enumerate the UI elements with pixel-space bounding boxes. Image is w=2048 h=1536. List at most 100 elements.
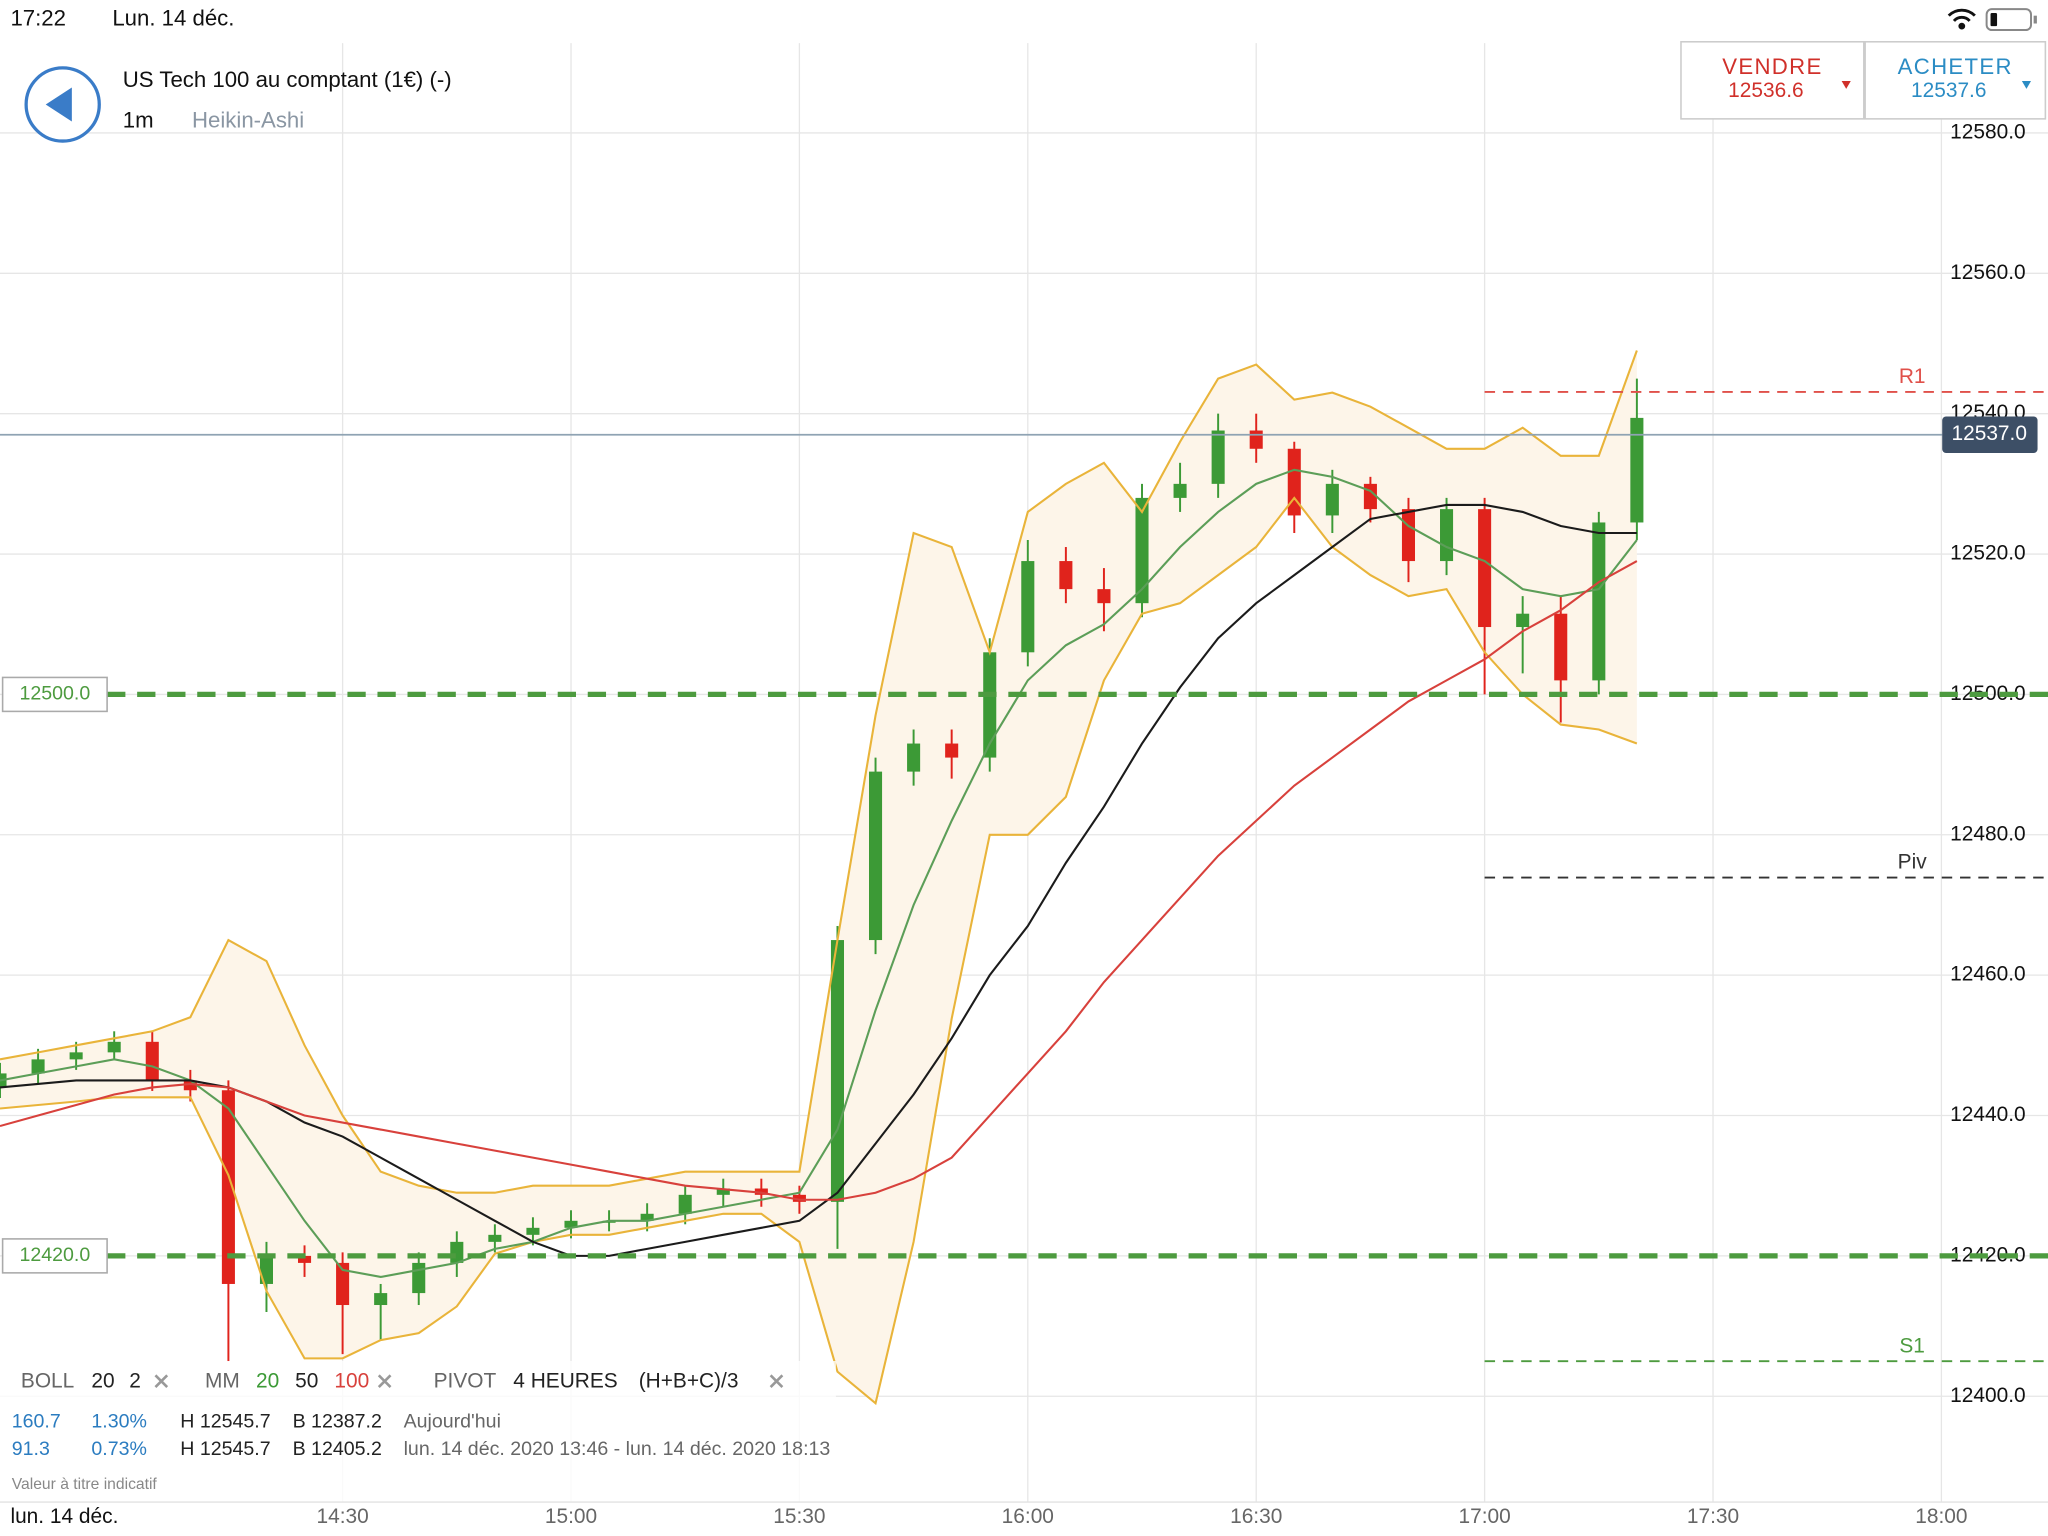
buy-button[interactable]: ACHETER 12537.6 xyxy=(1864,41,2047,120)
candle-body xyxy=(1440,509,1454,562)
candle-body xyxy=(1554,613,1568,681)
current-price-label: 12537.0 xyxy=(1951,422,2026,445)
sell-label: VENDRE xyxy=(1722,54,1822,79)
candle-body xyxy=(1059,561,1073,590)
level-label: 12500.0 xyxy=(19,683,90,705)
battery-icon xyxy=(1985,8,2037,32)
boll-name: BOLL xyxy=(21,1369,74,1392)
indicator-line xyxy=(0,503,1637,1257)
x-tick-label: 16:00 xyxy=(1002,1505,1054,1528)
remove-icons[interactable] xyxy=(154,1374,784,1389)
candle-body xyxy=(792,1194,806,1202)
candle-body xyxy=(983,652,997,758)
x-tick-label: 16:30 xyxy=(1230,1505,1282,1528)
candle-body xyxy=(488,1234,502,1242)
y-tick-label: 12400.0 xyxy=(1950,1384,2025,1407)
status-bar xyxy=(0,0,2048,42)
candle-body xyxy=(869,771,883,941)
indicator-line xyxy=(0,350,1638,1194)
candle-body xyxy=(336,1262,350,1306)
mm-param: 50 xyxy=(295,1369,318,1392)
sell-button[interactable]: VENDRE 12536.6 xyxy=(1680,41,1865,120)
pivot-name: PIVOT xyxy=(434,1369,497,1392)
status-time: 17:22 xyxy=(10,5,66,30)
y-tick-label: 12580.0 xyxy=(1950,120,2025,143)
candle-body xyxy=(716,1188,730,1195)
pivot-label: S1 xyxy=(1899,1334,1925,1357)
stat-percent: 0.73% xyxy=(91,1438,147,1460)
y-tick-label: 12480.0 xyxy=(1950,822,2025,845)
candle-body xyxy=(907,743,921,772)
stat-points: 91.3 xyxy=(12,1438,50,1460)
candle-body xyxy=(1592,522,1606,681)
stat-points: 160.7 xyxy=(12,1411,61,1433)
candle-body xyxy=(374,1293,388,1306)
candle-body xyxy=(1478,509,1492,628)
y-tick-label: 12520.0 xyxy=(1950,542,2025,565)
bollinger-band-fill xyxy=(0,350,1637,1404)
chart-style[interactable]: Heikin-Ashi xyxy=(192,107,304,132)
candle-body xyxy=(945,743,959,758)
x-axis-label: lun. 14 déc. xyxy=(10,1505,118,1528)
instrument-name: US Tech 100 au comptant (1€) (-) xyxy=(123,67,452,92)
buy-price: 12537.6 xyxy=(1911,79,1986,102)
stat-low: B 12405.2 xyxy=(293,1438,382,1460)
indicator-line xyxy=(0,560,1638,1201)
candle-body xyxy=(1287,448,1301,516)
candle-body xyxy=(1135,497,1149,604)
boll-param: 2 xyxy=(129,1369,141,1392)
candle-body xyxy=(69,1052,83,1060)
candle-body xyxy=(1630,417,1644,523)
x-tick-label: 17:00 xyxy=(1458,1505,1510,1528)
indicator-panel xyxy=(0,1360,836,1503)
back-button[interactable] xyxy=(24,66,101,143)
x-tick-label: 14:30 xyxy=(316,1505,368,1528)
candle-body xyxy=(1173,483,1187,498)
y-tick-label: 12560.0 xyxy=(1950,261,2025,284)
candle-body xyxy=(640,1213,654,1221)
current-price-box xyxy=(1942,416,2038,454)
stat-range: lun. 14 déc. 2020 13:46 - lun. 14 déc. 2… xyxy=(404,1438,831,1460)
status-date: Lun. 14 déc. xyxy=(112,5,234,30)
pivot-formula: (H+B+C)/3 xyxy=(639,1369,739,1392)
candle-body xyxy=(754,1188,768,1195)
indicator-line xyxy=(0,468,1638,1279)
candle-body xyxy=(1401,509,1416,562)
x-tick-label: 15:30 xyxy=(773,1505,825,1528)
mm-name: MM xyxy=(205,1369,240,1392)
candle-body xyxy=(412,1262,426,1294)
candle-body xyxy=(1211,430,1225,484)
candle-body xyxy=(183,1080,197,1091)
candle-body xyxy=(1021,561,1035,653)
mm-param: 100 xyxy=(334,1369,369,1392)
y-tick-label: 12460.0 xyxy=(1950,963,2025,986)
boll-param: 20 xyxy=(91,1369,114,1392)
candle-body xyxy=(1097,589,1111,604)
candle-body xyxy=(221,1090,235,1284)
x-tick-label: 15:00 xyxy=(545,1505,597,1528)
plot-layer xyxy=(0,350,1644,1406)
candle-body xyxy=(31,1059,45,1074)
pivot-label: R1 xyxy=(1899,365,1926,388)
stat-range: Aujourd'hui xyxy=(404,1411,501,1433)
x-tick-label: 18:00 xyxy=(1915,1505,1967,1528)
pivot-label: Piv xyxy=(1898,851,1928,874)
sell-price: 12536.6 xyxy=(1728,79,1803,102)
y-tick-label: 12440.0 xyxy=(1950,1103,2025,1126)
stat-high: H 12545.7 xyxy=(180,1438,270,1460)
candle-body xyxy=(678,1194,692,1214)
candle-body xyxy=(1325,483,1339,516)
candle-body xyxy=(259,1255,273,1284)
x-tick-label: 17:30 xyxy=(1687,1505,1739,1528)
candle-body xyxy=(450,1241,464,1263)
level-label-box xyxy=(1,1238,108,1274)
level-label-box xyxy=(1,676,108,713)
mm-param: 20 xyxy=(256,1369,279,1392)
timeframe[interactable]: 1m xyxy=(123,107,154,132)
candle-body xyxy=(526,1227,540,1235)
buy-label: ACHETER xyxy=(1898,54,2013,79)
stat-high: H 12545.7 xyxy=(180,1411,270,1433)
candle-body xyxy=(830,940,845,1202)
